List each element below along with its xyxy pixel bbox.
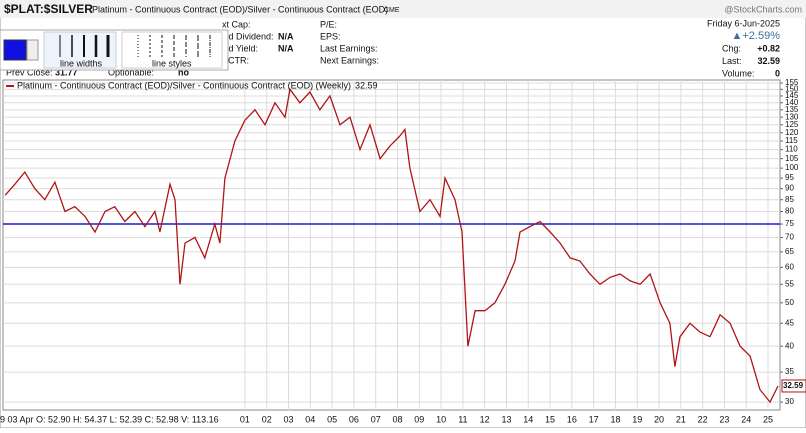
x-tick-label: 16 — [567, 414, 577, 424]
x-tick-label: 18 — [610, 414, 620, 424]
x-tick-label: 06 — [349, 414, 359, 424]
y-tick-label: 45 — [785, 318, 794, 327]
y-tick-label: 155 — [785, 78, 799, 87]
x-tick-label: 22 — [698, 414, 708, 424]
x-tick-label: 20 — [654, 414, 664, 424]
y-tick-label: 55 — [785, 279, 794, 288]
plot-border — [2, 79, 781, 411]
x-tick-label: 05 — [327, 414, 337, 424]
y-tick-label: 115 — [785, 136, 798, 145]
y-tick-label: 80 — [785, 207, 794, 216]
y-tick-label: 40 — [785, 341, 794, 350]
last-value-label: 32.59 — [783, 381, 804, 390]
x-tick-label: 21 — [676, 414, 686, 424]
y-tick-label: 120 — [785, 128, 799, 137]
info-label: SCTR: — [222, 55, 249, 65]
width-samples — [59, 35, 110, 57]
title-bar — [0, 0, 806, 18]
source: @StockCharts.com — [724, 4, 802, 14]
info-label: Last Earnings: — [320, 43, 378, 53]
x-tick-label: 23 — [719, 414, 729, 424]
quote-label: Volume: — [722, 68, 755, 78]
quote-value: 0 — [775, 68, 780, 78]
style-samples — [137, 35, 211, 57]
quote-value: +0.82 — [757, 43, 780, 53]
info-label: wd Dividend: — [221, 31, 274, 41]
style-popup[interactable]: line widths line styles — [0, 29, 229, 71]
x-tick-label: 15 — [545, 414, 555, 424]
x-tick-label: 03 — [284, 414, 294, 424]
x-tick-label: 14 — [523, 414, 533, 424]
line-widths[interactable] — [43, 31, 117, 69]
y-tick-label: 125 — [785, 120, 799, 129]
y-tick-label: 130 — [785, 112, 799, 121]
y-tick-label: 100 — [785, 163, 799, 172]
line-styles[interactable] — [121, 31, 223, 69]
y-tick-label: 70 — [785, 233, 794, 242]
color-swatch[interactable] — [3, 39, 27, 61]
y-tick-label: 65 — [785, 247, 794, 256]
info-label: P/E: — [320, 19, 337, 29]
prev-close: 31.77 — [55, 67, 78, 77]
color-dropdown[interactable] — [26, 39, 39, 61]
legend-value: 32.59 — [355, 80, 378, 90]
x-tick-label: 10 — [436, 414, 446, 424]
prev-close-label: Prev Close: — [6, 67, 53, 77]
x-tick-label: 11 — [458, 414, 467, 424]
info-value: N/A — [278, 43, 294, 53]
y-tick-label: 60 — [785, 263, 794, 272]
y-tick-label: 150 — [785, 84, 799, 93]
x-tick-label: 04 — [305, 414, 315, 424]
x-tick-label: 09 — [414, 414, 424, 424]
x-tick-label: 13 — [501, 414, 511, 424]
date: Friday 6-Jun-2025 — [707, 18, 780, 28]
x-tick-label: 12 — [480, 414, 490, 424]
optionable: no — [178, 67, 189, 77]
symbol: $PLAT:$SILVER — [4, 2, 93, 16]
x-tick-label: 01 — [240, 414, 250, 424]
x-tick-label: 24 — [741, 414, 751, 424]
x-tick-label: 19 — [632, 414, 642, 424]
info-label: EPS: — [320, 31, 341, 41]
y-tick-label: 95 — [785, 173, 794, 182]
description: Platinum - Continuous Contract (EOD)/Sil… — [92, 4, 388, 14]
x-tick-label: 25 — [763, 414, 773, 424]
info-label: Next Earnings: — [320, 55, 379, 65]
y-tick-label: 105 — [785, 154, 799, 163]
info-value: N/A — [278, 31, 294, 41]
y-tick-label: 35 — [785, 367, 794, 376]
y-tick-label: 30 — [785, 397, 794, 406]
x-tick-label: 17 — [589, 414, 599, 424]
last-value-box — [781, 379, 806, 393]
info-label: xt Cap: — [222, 19, 251, 29]
x-tick-label: 07 — [371, 414, 381, 424]
y-tick-label: 50 — [785, 298, 794, 307]
quote-label: Last: — [722, 56, 742, 66]
legend-name: Platinum - Continuous Contract (EOD)/Sil… — [17, 80, 351, 90]
x-tick-label: 08 — [392, 414, 402, 424]
info-label: wd Yield: — [221, 43, 258, 53]
exchange: CME — [384, 7, 400, 14]
y-tick-label: 145 — [785, 91, 799, 100]
hover-info: 9 03 Apr O: 52.90 H: 54.37 L: 52.39 C: 5… — [0, 414, 219, 424]
quote-value: 32.59 — [757, 56, 780, 66]
y-tick-label: 110 — [785, 145, 798, 154]
quote-label: Chg: — [722, 43, 741, 53]
y-tick-label: 85 — [785, 195, 794, 204]
change-pct: ▲+2.59% — [731, 30, 780, 42]
y-tick-label: 135 — [785, 105, 799, 114]
y-tick-label: 140 — [785, 98, 799, 107]
styles-label: line styles — [152, 58, 192, 68]
optionable-label: Optionable: — [108, 67, 154, 77]
widths-label: line widths — [60, 58, 103, 68]
price-line — [4, 87, 779, 404]
x-tick-label: 02 — [262, 414, 272, 424]
y-tick-label: 75 — [785, 219, 794, 228]
y-tick-label: 90 — [785, 184, 794, 193]
